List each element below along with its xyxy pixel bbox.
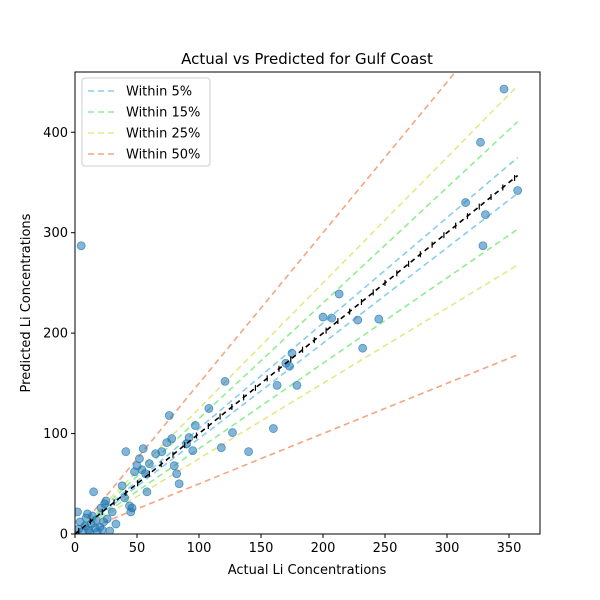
legend-label: Within 50% bbox=[126, 148, 200, 163]
data-point bbox=[188, 446, 198, 456]
legend-box bbox=[81, 77, 211, 167]
x-tick-label: 250 bbox=[373, 541, 398, 556]
data-point bbox=[164, 411, 174, 420]
data-point bbox=[169, 461, 179, 471]
band-line-within-5--upper bbox=[75, 156, 519, 534]
data-point bbox=[135, 454, 144, 464]
data-point bbox=[353, 315, 363, 325]
data-point bbox=[174, 479, 184, 489]
data-point bbox=[184, 433, 194, 442]
data-point bbox=[127, 503, 137, 513]
data-point bbox=[121, 447, 131, 457]
legend-label: Within 5% bbox=[126, 85, 192, 100]
data-point bbox=[172, 469, 182, 479]
plot-area bbox=[75, 72, 523, 534]
data-point bbox=[272, 380, 282, 390]
data-point bbox=[89, 487, 98, 497]
data-point bbox=[120, 493, 129, 503]
band-line-within-50--upper bbox=[75, 72, 457, 534]
x-tick-label: 300 bbox=[435, 541, 460, 556]
data-point bbox=[268, 424, 278, 433]
y-tick-label: 0 bbox=[60, 528, 68, 543]
data-point bbox=[97, 525, 107, 534]
data-point bbox=[478, 241, 488, 251]
data-point bbox=[358, 343, 368, 353]
x-tick-label: 150 bbox=[249, 541, 274, 556]
data-point bbox=[285, 361, 294, 371]
data-point bbox=[216, 443, 226, 453]
x-tick-label: 100 bbox=[187, 541, 212, 556]
x-tick-label: 350 bbox=[497, 541, 522, 556]
data-point bbox=[167, 434, 177, 443]
data-point bbox=[111, 519, 121, 529]
chart-title: Actual vs Predicted for Gulf Coast bbox=[181, 50, 433, 68]
data-point bbox=[144, 459, 154, 469]
data-point bbox=[461, 198, 471, 207]
data-point bbox=[334, 289, 344, 299]
data-point bbox=[374, 314, 384, 324]
data-point bbox=[117, 481, 127, 491]
data-point bbox=[101, 496, 111, 506]
data-point bbox=[513, 186, 523, 195]
legend-label: Within 25% bbox=[126, 127, 200, 142]
y-axis-label: Predicted Li Concentrations bbox=[19, 213, 34, 392]
band-line-within-25--upper bbox=[75, 85, 519, 534]
identity-line bbox=[75, 174, 519, 534]
data-point bbox=[318, 312, 328, 322]
data-point bbox=[476, 137, 485, 147]
data-point bbox=[220, 376, 230, 386]
y-tick-label: 300 bbox=[43, 226, 68, 241]
band-line-within-25--lower bbox=[75, 264, 519, 534]
plot-frame bbox=[74, 71, 541, 535]
data-point bbox=[75, 507, 82, 517]
y-tick-label: 100 bbox=[43, 427, 68, 442]
legend-label: Within 15% bbox=[126, 106, 200, 121]
y-tick-label: 400 bbox=[43, 126, 68, 141]
data-point bbox=[102, 514, 112, 524]
x-tick-label: 200 bbox=[311, 541, 336, 556]
data-point bbox=[138, 444, 148, 454]
band-line-within-5--lower bbox=[75, 192, 519, 534]
data-point bbox=[76, 241, 86, 251]
x-tick-label: 50 bbox=[129, 541, 146, 556]
y-axis: 0 100 200 300 400 bbox=[43, 126, 75, 543]
data-point bbox=[481, 210, 490, 220]
y-tick-label: 200 bbox=[43, 327, 68, 342]
data-point bbox=[244, 447, 254, 457]
x-tick-label: 0 bbox=[71, 541, 79, 556]
data-point bbox=[157, 447, 167, 457]
data-point bbox=[228, 428, 237, 437]
x-axis: 0 50 100 150 200 250 300 350 bbox=[71, 534, 522, 556]
data-point bbox=[190, 421, 200, 430]
data-point bbox=[292, 380, 302, 390]
data-point bbox=[499, 84, 509, 94]
x-axis-label: Actual Li Concentrations bbox=[228, 563, 387, 578]
data-point bbox=[105, 526, 115, 534]
data-point bbox=[327, 313, 337, 323]
legend: Within 5% Within 15% Within 25% Within 50% bbox=[81, 77, 211, 167]
data-point bbox=[142, 487, 152, 497]
data-point bbox=[204, 404, 214, 413]
data-point bbox=[107, 507, 117, 517]
